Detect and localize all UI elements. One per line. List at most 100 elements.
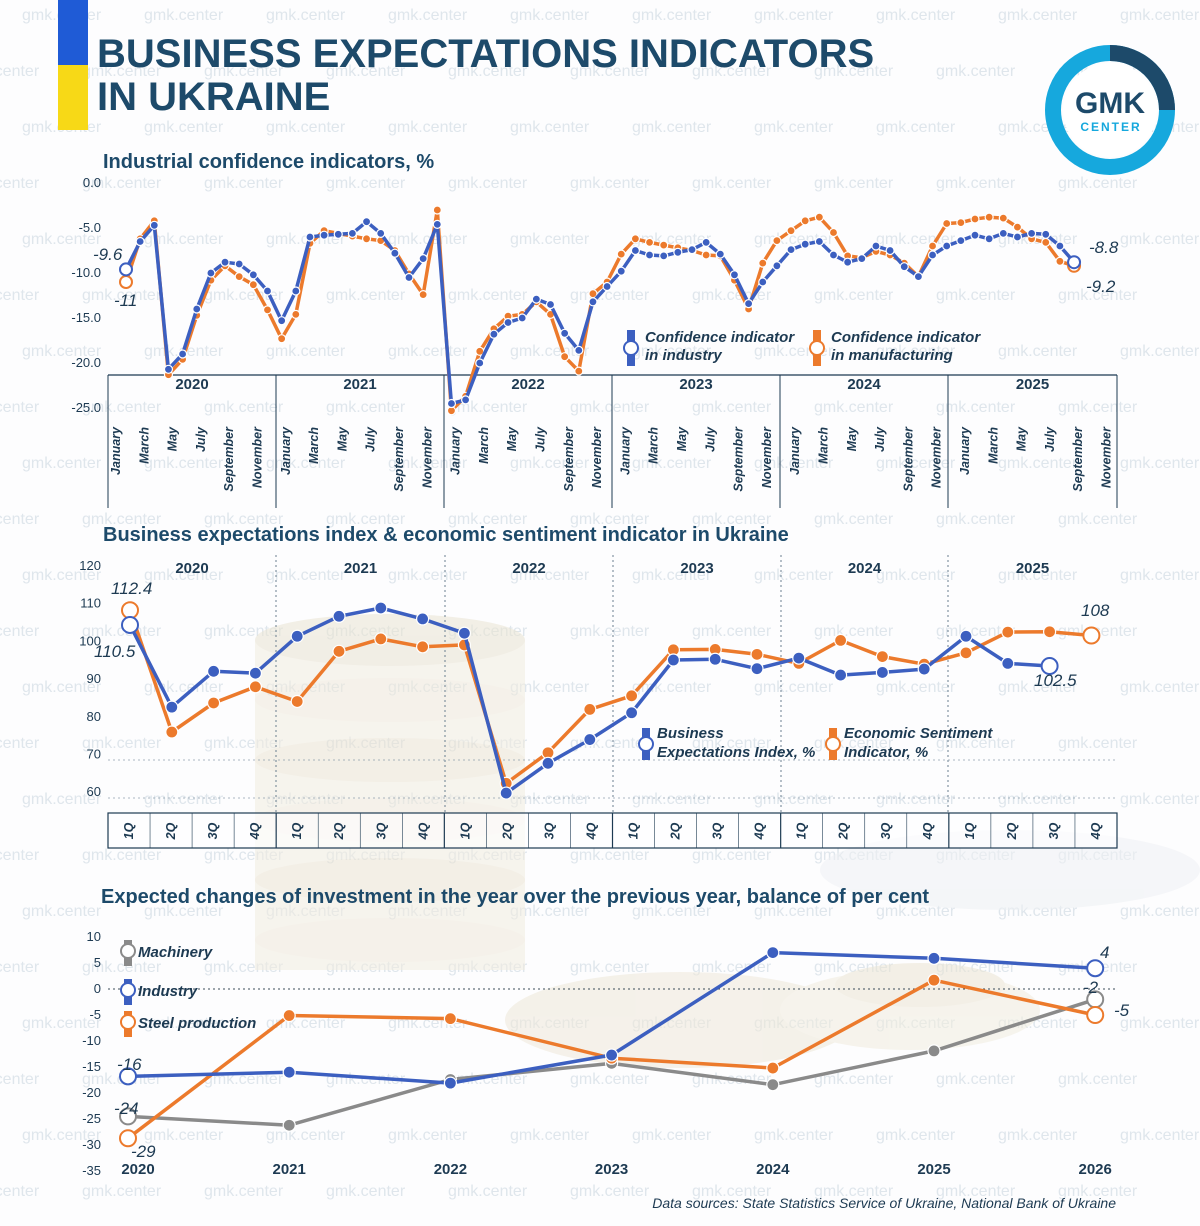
watermark-text: gmk.center (692, 175, 772, 192)
quarter-label: 1Q (795, 822, 809, 839)
bei-point (374, 601, 388, 615)
industry-point (475, 358, 485, 368)
watermark-text: gmk.center (510, 7, 590, 24)
industrial-confidence-chart: Industrial confidence indicators, % 0.0 -… (71, 151, 1119, 508)
month-label: January (449, 426, 463, 475)
chart2-title: Business expectations index & economic s… (103, 524, 789, 546)
industry-point (814, 236, 824, 247)
quarter-label: 4Q (753, 822, 767, 840)
quarter-label: 2Q (332, 822, 346, 840)
manufacturing-point (927, 241, 938, 251)
watermark-text: gmk.center (22, 791, 102, 808)
label-industry3-last: 4 (1100, 943, 1109, 962)
manufacturing-point (659, 240, 669, 250)
industry-point (234, 259, 244, 269)
watermark-text: gmk.center (814, 511, 894, 528)
month-label: March (137, 427, 151, 464)
watermark-text: gmk.center (266, 343, 346, 360)
esi-point (290, 694, 304, 709)
chart1-title: Industrial confidence indicators, % (103, 151, 434, 173)
bei-point (332, 609, 346, 623)
quarter-label: 3Q (206, 822, 220, 839)
watermark-text: gmk.center (510, 119, 590, 136)
bei-point (207, 664, 221, 678)
industry-point (998, 228, 1008, 238)
watermark-text: gmk.center (204, 1183, 284, 1200)
month-label: September (901, 426, 915, 492)
esi-point (750, 647, 764, 661)
industry-point (119, 262, 133, 277)
watermark-text: gmk.center (82, 735, 162, 752)
watermark-text: gmk.center (1058, 175, 1138, 192)
esi-point (624, 689, 639, 703)
bei-point (875, 665, 890, 680)
industry-point (291, 286, 301, 296)
manufacturing-point (418, 290, 428, 300)
legend-marker-bei (638, 736, 654, 752)
manufacturing-point (970, 214, 980, 224)
bei-point (833, 668, 848, 682)
watermark-text: gmk.center (22, 1015, 102, 1032)
year-label: 2021 (343, 376, 376, 393)
quarter-label: 4Q (584, 822, 598, 840)
investment-expectations-chart: Expected changes of investment in the ye… (82, 886, 1129, 1178)
chart1-legend: Confidence indicator in industry Confide… (623, 329, 981, 366)
legend-marker-machinery (120, 943, 136, 959)
year-label: 2025 (1016, 376, 1049, 393)
watermark-text: gmk.center (204, 511, 284, 528)
industry-point (659, 251, 669, 261)
watermark-text: gmk.center (326, 287, 406, 304)
industry-point (857, 254, 867, 264)
watermark-text: gmk.center (82, 959, 162, 976)
watermark-text: gmk.center (1120, 791, 1200, 808)
manufacturing-point (291, 309, 301, 319)
quarter-label: 3Q (1047, 822, 1061, 839)
watermark-text: gmk.center (754, 7, 834, 24)
legend-marker-esi (825, 736, 841, 752)
watermark-text: gmk.center (632, 343, 712, 360)
chart2-series (121, 601, 1101, 800)
watermark-text: gmk.center (82, 287, 162, 304)
machinery-point (927, 1044, 941, 1058)
logo-text-bottom: CENTER (1080, 120, 1141, 134)
watermark-text: gmk.center (1120, 1015, 1200, 1032)
business-expectations-chart: Business expectations index & economic s… (79, 524, 1118, 849)
month-label: January (788, 426, 802, 475)
watermark-text: gmk.center (144, 231, 224, 248)
watermark-text: gmk.center (692, 623, 772, 640)
watermark-text: gmk.center (266, 7, 346, 24)
quarter-label: 2Q (1005, 822, 1019, 840)
bei-point (165, 700, 179, 714)
month-label: July (534, 426, 548, 452)
watermark-text: gmk.center (1120, 231, 1200, 248)
bei-point (290, 629, 304, 643)
watermark-text: gmk.center (814, 399, 894, 416)
month-label: May (845, 426, 859, 451)
industry-point (800, 239, 810, 249)
y-tick-label: -25 (82, 1111, 101, 1126)
bei-point (1040, 657, 1059, 676)
steel-point (927, 973, 941, 987)
watermark-text: gmk.center (0, 847, 40, 864)
month-label: November (590, 426, 604, 488)
bei-point (416, 612, 430, 626)
watermark-text: gmk.center (570, 63, 650, 80)
y-tick-label: -10 (82, 1033, 101, 1048)
watermark-text: gmk.center (876, 343, 956, 360)
industry-point (828, 250, 839, 260)
watermark-text: gmk.center (266, 455, 346, 472)
watermark-text: gmk.center (1120, 567, 1200, 584)
watermark-text: gmk.center (936, 623, 1016, 640)
watermark-text: gmk.center (814, 623, 894, 640)
esi-point (1082, 626, 1101, 645)
watermark-text: gmk.center (22, 455, 102, 472)
page-title-line2: IN UKRAINE (97, 75, 330, 119)
chart3-axes: 10 5 0 -5 -10 -15 -20 -25 -30 -35 2020 2021 2022 2023… (82, 929, 1117, 1178)
industry-point (885, 245, 895, 256)
month-label: May (335, 426, 349, 451)
industry-point (772, 261, 782, 271)
watermark-text: gmk.center (754, 791, 834, 808)
manufacturing-point (828, 227, 839, 238)
month-label: September (222, 426, 236, 492)
